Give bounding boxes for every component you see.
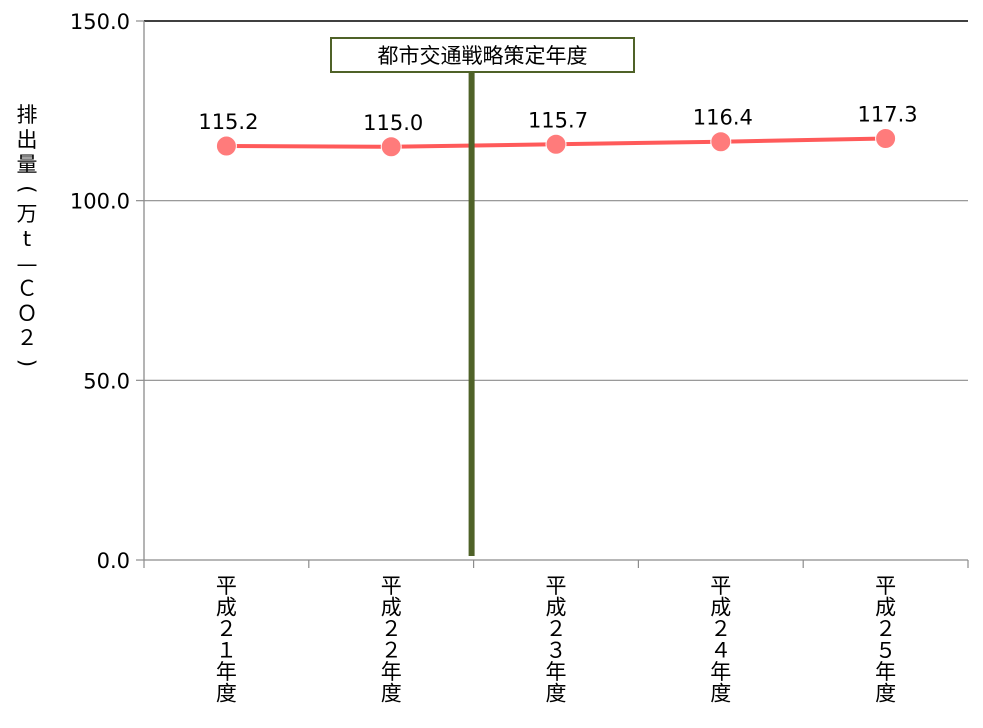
x-tick-label-char: ２ [710, 617, 731, 641]
y-tick-label: 50.0 [83, 369, 130, 393]
x-tick-label-char: １ [216, 639, 237, 663]
x-tick-label-char: 度 [875, 682, 896, 706]
y-axis-label-char: 量 [17, 153, 38, 177]
y-axis-label-char: — [17, 252, 38, 276]
y-tick-labels: 0.0 50.0 100.0 150.0 [70, 10, 130, 573]
x-tick-label-char: 年 [216, 660, 237, 684]
data-label: 115.0 [363, 111, 423, 135]
data-labels: 115.2 115.0 115.7 116.4 117.3 [198, 103, 917, 135]
y-axis-label-char: Ｃ [17, 277, 38, 301]
x-tick-label-char: 度 [381, 682, 402, 706]
x-tick-label-char: 成 [216, 596, 237, 620]
x-tick-label-char: ４ [710, 639, 731, 663]
x-tick-label-char: ２ [381, 617, 402, 641]
data-point [380, 136, 402, 158]
gridlines [144, 20, 968, 381]
x-tick-label-char: 平 [710, 574, 731, 598]
data-label: 115.7 [528, 108, 588, 132]
x-tick-label-char: 成 [875, 596, 896, 620]
x-tick-label-char: ２ [216, 617, 237, 641]
x-tick-label-char: ５ [875, 639, 896, 663]
x-tick-label-char: 度 [216, 682, 237, 706]
y-axis-label-char: ) [15, 359, 39, 367]
x-tick-label-char: 年 [546, 660, 567, 684]
y-axis-label-char: t [23, 227, 31, 251]
annotation-label: 都市交通戦略策定年度 [378, 44, 588, 68]
x-tick-label-char: ２ [381, 639, 402, 663]
x-tick-label-char: 成 [710, 596, 731, 620]
x-tick-label-char: 平 [216, 574, 237, 598]
x-tick-label-char: 年 [710, 660, 731, 684]
y-axis-label-char: 万 [17, 202, 38, 226]
y-axis-label-char: 排 [17, 103, 38, 127]
annotation: 都市交通戦略策定年度 [330, 37, 635, 556]
x-tick-label-char: 平 [546, 574, 567, 598]
y-axis-label-char: 出 [17, 128, 38, 152]
x-tick-label-char: 成 [381, 596, 402, 620]
data-point [215, 135, 237, 157]
data-point [875, 128, 897, 150]
x-tick-label-char: 成 [546, 596, 567, 620]
x-tick-label-char: 年 [381, 660, 402, 684]
x-tick-label-char: 年 [875, 660, 896, 684]
x-tick-label-char: 平 [875, 574, 896, 598]
y-axis-label-char: Ｏ [17, 301, 38, 325]
data-point [545, 133, 567, 155]
x-tick-label-char: 平 [381, 574, 402, 598]
annotation-box [330, 37, 635, 73]
y-tick-label: 0.0 [97, 549, 130, 573]
x-tick-label-char: ２ [875, 617, 896, 641]
data-label: 115.2 [198, 110, 258, 134]
x-tick-label-char: 度 [710, 682, 731, 706]
data-label: 116.4 [693, 106, 753, 130]
x-tick-label-char: 度 [546, 682, 567, 706]
series-line [215, 128, 897, 158]
y-axis-label-char: ( [15, 185, 39, 193]
x-tick-label-char: ３ [546, 639, 567, 663]
y-tick-label: 150.0 [70, 10, 130, 34]
y-axis-label-char: ２ [17, 326, 38, 350]
y-axis-label: 排出量 ( 万t—ＣＯ２) [15, 103, 39, 367]
y-tick-label: 100.0 [70, 190, 130, 214]
data-label: 117.3 [858, 103, 918, 127]
data-point [710, 131, 732, 153]
axes [136, 20, 969, 568]
x-tick-label-char: ２ [546, 617, 567, 641]
